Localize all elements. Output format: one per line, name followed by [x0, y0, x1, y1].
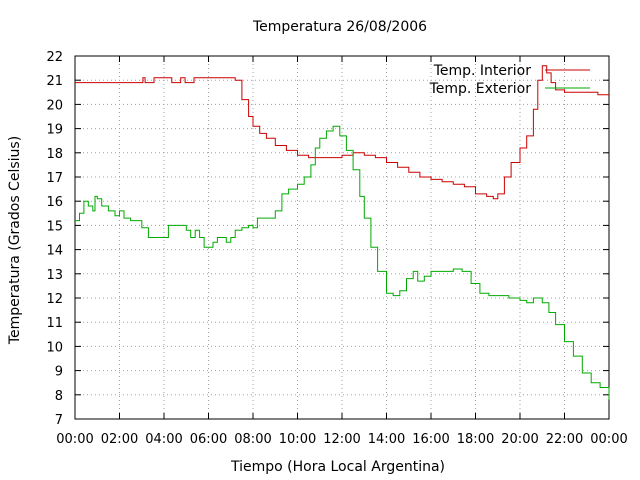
y-tick-label: 22: [46, 50, 63, 65]
x-tick-label: 22:00: [546, 432, 583, 447]
y-axis-title: Temperatura (Grados Celsius): [7, 136, 23, 345]
x-tick-label: 06:00: [190, 432, 227, 447]
series-line-0: [75, 65, 609, 200]
legend-label-0: Temp. Interior: [433, 63, 532, 79]
x-tick-label: 00:00: [56, 432, 93, 447]
x-tick-label: 02:00: [101, 432, 138, 447]
y-tick-label: 15: [46, 219, 63, 234]
y-tick-label: 8: [55, 389, 63, 404]
legend-label-1: Temp. Exterior: [429, 81, 532, 97]
y-tick-label: 17: [46, 171, 63, 186]
axis-ticks: 00:00 02:00 04:00 06:00 08:00 10:00 12:00 14:00…: [46, 50, 627, 447]
y-tick-label: 13: [46, 268, 63, 283]
y-tick-label: 7: [55, 413, 63, 428]
x-tick-label: 08:00: [234, 432, 271, 447]
y-tick-label: 20: [46, 98, 63, 113]
x-tick-label: 14:00: [368, 432, 405, 447]
y-tick-label: 10: [46, 340, 63, 355]
x-tick-label: 10:00: [279, 432, 316, 447]
y-tick-label: 14: [46, 244, 63, 259]
y-tick-label: 12: [46, 292, 63, 307]
legend: Temp. Interior Temp. Exterior: [429, 63, 590, 97]
series-line-1: [75, 125, 610, 400]
x-tick-label: 12:00: [323, 432, 360, 447]
y-tick-label: 16: [46, 195, 63, 210]
x-tick-label: 16:00: [412, 432, 449, 447]
y-tick-label: 18: [46, 147, 63, 162]
x-tick-label: 00:00: [590, 432, 627, 447]
x-tick-label: 04:00: [145, 432, 182, 447]
y-tick-label: 19: [46, 123, 63, 138]
series-lines: [75, 65, 610, 400]
x-tick-label: 18:00: [457, 432, 494, 447]
y-tick-label: 21: [46, 74, 63, 89]
chart-title: Temperatura 26/08/2006: [252, 19, 427, 35]
x-axis-title: Tiempo (Hora Local Argentina): [230, 459, 445, 475]
y-tick-label: 9: [55, 365, 63, 380]
x-tick-label: 20:00: [501, 432, 538, 447]
y-tick-label: 11: [46, 316, 63, 331]
